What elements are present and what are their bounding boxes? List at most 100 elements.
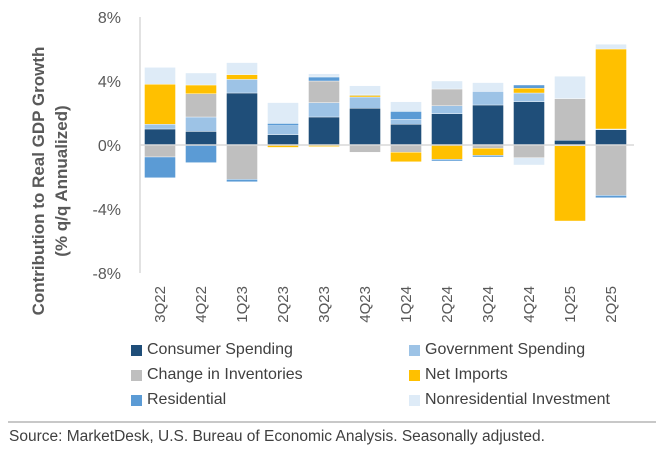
bar-segment-change-in-inventories	[349, 144, 381, 153]
x-tick-label: 3Q23	[316, 286, 333, 323]
y-tick-label: -8%	[93, 266, 121, 283]
legend-item-consumer-spending: Consumer Spending	[131, 341, 293, 359]
bar-segment-nonresidential-investment	[185, 72, 217, 86]
bar-segment-change-in-inventories	[554, 98, 586, 141]
bar-segment-change-in-inventories	[513, 144, 545, 159]
bar-stack-2q24	[431, 80, 463, 162]
x-tick-label: 2Q24	[439, 286, 456, 323]
bar-segment-nonresidential-investment	[349, 85, 381, 95]
x-tick-label: 3Q24	[480, 286, 497, 323]
legend-swatch-nonresidential-investment	[409, 394, 420, 406]
x-tick-label: 4Q23	[357, 286, 374, 323]
legend-item-change-in-inventories: Change in Inventories	[131, 366, 303, 384]
bar-segment-residential	[267, 123, 299, 127]
y-axis-title-line1: Contribution to Real GDP Growth	[29, 47, 48, 316]
y-tick-label: 4%	[98, 74, 121, 91]
bar-stack-3q22	[144, 67, 176, 178]
bars	[144, 44, 627, 222]
bar-segment-government-spending	[472, 91, 504, 106]
bar-segment-consumer-spending	[513, 101, 545, 146]
legend-item-government-spending: Government Spending	[409, 341, 585, 359]
gdp-contribution-chart: Contribution to Real GDP Growth (% q/q A…	[29, 10, 634, 323]
bar-segment-nonresidential-investment	[390, 101, 422, 112]
bar-stack-3q23	[308, 73, 340, 147]
x-tick-label: 2Q23	[275, 286, 292, 323]
x-axis-ticks: 3Q22 4Q22 1Q23 2Q23 3Q23 4Q23 1Q24 2Q24 3Q24 4Q24…	[152, 286, 620, 323]
legend-label: Consumer Spending	[147, 341, 293, 358]
bar-segment-change-in-inventories	[390, 144, 422, 153]
legend-swatch-residential	[131, 394, 142, 406]
bar-segment-government-spending	[349, 96, 381, 109]
bar-stack-1q23	[226, 62, 258, 182]
legend-swatch-consumer-spending	[131, 344, 142, 356]
bar-segment-change-in-inventories	[595, 144, 627, 196]
bar-segment-government-spending	[431, 105, 463, 115]
bar-segment-net-imports	[390, 151, 422, 162]
legend-label: Change in Inventories	[147, 366, 303, 383]
bar-segment-net-imports	[554, 145, 586, 222]
bar-segment-consumer-spending	[472, 104, 504, 146]
bar-segment-government-spending	[185, 116, 217, 132]
bar-segment-nonresidential-investment	[431, 80, 463, 90]
bar-segment-net-imports	[513, 87, 545, 94]
bar-stack-4q23	[349, 85, 381, 153]
footer-divider	[8, 421, 656, 423]
bar-segment-government-spending	[390, 119, 422, 125]
legend-label: Residential	[147, 391, 227, 408]
bar-segment-consumer-spending	[144, 128, 176, 146]
bar-segment-consumer-spending	[226, 92, 258, 146]
legend-item-residential: Residential	[131, 391, 226, 409]
bar-segment-government-spending	[226, 79, 258, 94]
bar-stack-3q24	[472, 82, 504, 158]
bar-stack-2q23	[267, 102, 299, 148]
x-tick-label: 2Q25	[603, 286, 620, 323]
y-tick-label: 0%	[98, 138, 121, 155]
bar-segment-consumer-spending	[431, 113, 463, 146]
bar-segment-consumer-spending	[390, 123, 422, 146]
bar-segment-nonresidential-investment	[226, 62, 258, 75]
bar-segment-nonresidential-investment	[554, 75, 586, 99]
bar-stack-2q25	[595, 44, 627, 198]
y-axis-ticks: 8% 4% 0% -4% -8%	[93, 10, 121, 283]
bar-segment-net-imports	[431, 144, 463, 160]
bar-segment-net-imports	[472, 147, 504, 156]
bar-segment-nonresidential-investment	[308, 73, 340, 78]
bar-segment-residential	[144, 156, 176, 178]
bar-segment-residential	[431, 159, 463, 162]
legend-label: Net Imports	[425, 366, 508, 383]
bar-segment-change-in-inventories	[226, 144, 258, 180]
bar-segment-change-in-inventories	[185, 93, 217, 118]
bar-segment-residential	[595, 195, 627, 198]
bar-segment-nonresidential-investment	[472, 82, 504, 92]
bar-segment-nonresidential-investment	[144, 67, 176, 85]
bar-segment-residential	[513, 84, 545, 89]
bar-segment-consumer-spending	[308, 116, 340, 146]
legend-label: Government Spending	[425, 341, 586, 358]
y-tick-label: 8%	[98, 10, 121, 27]
bar-segment-net-imports	[185, 84, 217, 95]
bar-segment-net-imports	[595, 48, 627, 130]
bar-segment-government-spending	[144, 123, 176, 130]
bar-segment-government-spending	[267, 125, 299, 135]
bar-segment-nonresidential-investment	[595, 44, 627, 50]
legend-item-nonresidential-investment: Nonresidential Investment	[409, 391, 610, 409]
bar-stack-4q22	[185, 72, 217, 163]
bar-segment-net-imports	[349, 95, 381, 98]
bar-segment-consumer-spending	[595, 129, 627, 146]
x-tick-label: 3Q22	[152, 286, 169, 323]
bar-segment-net-imports	[226, 74, 258, 80]
bar-segment-change-in-inventories	[308, 80, 340, 103]
legend-swatch-change-in-inventories	[131, 369, 142, 381]
y-axis-title: Contribution to Real GDP Growth (% q/q A…	[29, 47, 71, 316]
bar-segment-nonresidential-investment	[513, 157, 545, 166]
x-tick-label: 1Q24	[398, 286, 415, 323]
source-note: Source: MarketDesk, U.S. Bureau of Econo…	[9, 428, 545, 445]
bar-stack-1q24	[390, 101, 422, 162]
x-tick-label: 1Q25	[562, 286, 579, 323]
bar-segment-residential	[185, 144, 217, 163]
legend-item-net-imports: Net Imports	[409, 366, 508, 384]
bar-stack-4q24	[513, 84, 545, 166]
legend-label: Nonresidential Investment	[425, 391, 610, 408]
bar-segment-residential	[308, 76, 340, 82]
bar-segment-residential	[390, 111, 422, 120]
